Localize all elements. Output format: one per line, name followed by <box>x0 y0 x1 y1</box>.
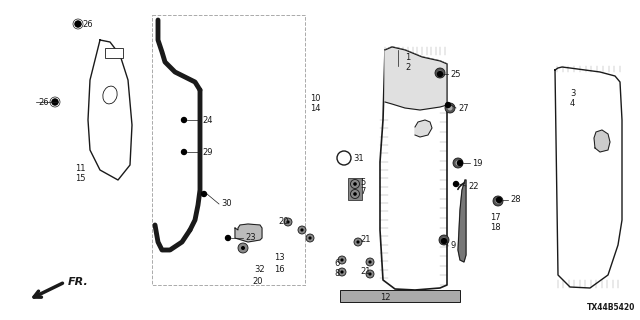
Text: 9: 9 <box>450 242 455 251</box>
Text: 8: 8 <box>334 268 339 277</box>
Text: 15: 15 <box>75 173 86 182</box>
Circle shape <box>308 236 312 240</box>
Circle shape <box>442 238 447 244</box>
Polygon shape <box>88 40 132 180</box>
Text: 30: 30 <box>221 199 232 209</box>
Circle shape <box>337 151 351 165</box>
Circle shape <box>435 68 445 78</box>
Bar <box>340 290 460 302</box>
Circle shape <box>369 260 372 264</box>
Text: 19: 19 <box>472 158 483 167</box>
Circle shape <box>340 259 344 262</box>
Text: 22: 22 <box>468 181 479 190</box>
Circle shape <box>225 236 230 241</box>
Polygon shape <box>235 224 262 242</box>
Text: 2: 2 <box>405 62 410 71</box>
Text: 27: 27 <box>458 103 468 113</box>
Text: 14: 14 <box>310 103 321 113</box>
Circle shape <box>340 270 344 274</box>
Circle shape <box>356 240 360 244</box>
Polygon shape <box>594 130 610 152</box>
Text: 23: 23 <box>245 234 255 243</box>
Circle shape <box>445 102 451 108</box>
Circle shape <box>456 161 461 165</box>
Circle shape <box>182 149 186 155</box>
Circle shape <box>438 71 442 76</box>
Text: 16: 16 <box>274 266 285 275</box>
Polygon shape <box>380 47 447 290</box>
Circle shape <box>300 228 303 232</box>
Text: TX44B5420: TX44B5420 <box>587 303 635 312</box>
Circle shape <box>241 246 245 250</box>
Bar <box>348 178 362 200</box>
Text: 20: 20 <box>252 277 262 286</box>
Text: 12: 12 <box>380 292 390 301</box>
Circle shape <box>338 256 346 264</box>
Circle shape <box>458 161 463 165</box>
Circle shape <box>438 70 442 76</box>
Circle shape <box>445 103 455 113</box>
Circle shape <box>353 192 357 196</box>
Text: 3: 3 <box>570 89 575 98</box>
Text: 1: 1 <box>405 52 410 61</box>
Circle shape <box>442 237 447 243</box>
Circle shape <box>493 196 503 206</box>
Circle shape <box>369 272 372 276</box>
Polygon shape <box>555 67 622 288</box>
Polygon shape <box>385 47 447 110</box>
Circle shape <box>351 180 360 188</box>
Polygon shape <box>415 120 432 137</box>
Circle shape <box>497 197 502 203</box>
Circle shape <box>76 21 81 27</box>
Text: 11: 11 <box>75 164 86 172</box>
Circle shape <box>338 268 346 276</box>
FancyBboxPatch shape <box>105 48 123 58</box>
Text: 17: 17 <box>490 213 500 222</box>
Circle shape <box>439 235 449 245</box>
Circle shape <box>353 182 357 186</box>
Circle shape <box>354 238 362 246</box>
Text: 13: 13 <box>274 253 285 262</box>
Circle shape <box>284 218 292 226</box>
Circle shape <box>202 191 207 196</box>
Circle shape <box>298 226 306 234</box>
Text: 21: 21 <box>360 236 371 244</box>
Text: FR.: FR. <box>68 277 89 287</box>
Text: 5: 5 <box>360 178 365 187</box>
Circle shape <box>52 100 58 105</box>
Text: 24: 24 <box>202 116 212 124</box>
Text: 32: 32 <box>254 266 264 275</box>
Polygon shape <box>458 180 466 262</box>
Text: 7: 7 <box>360 188 365 196</box>
Circle shape <box>447 106 452 110</box>
Circle shape <box>75 21 81 27</box>
Text: 31: 31 <box>353 154 364 163</box>
Circle shape <box>52 99 58 105</box>
Text: 21: 21 <box>360 268 371 276</box>
Text: 28: 28 <box>510 196 520 204</box>
Circle shape <box>287 220 290 224</box>
Circle shape <box>366 258 374 266</box>
Text: 6: 6 <box>334 259 339 268</box>
Text: 4: 4 <box>570 99 575 108</box>
Text: 26: 26 <box>82 20 93 28</box>
Text: 25: 25 <box>450 69 461 78</box>
Circle shape <box>238 243 248 253</box>
Circle shape <box>454 181 458 187</box>
Circle shape <box>366 270 374 278</box>
Text: 10: 10 <box>310 93 321 102</box>
Text: 29: 29 <box>202 148 212 156</box>
Circle shape <box>306 234 314 242</box>
Circle shape <box>182 117 186 123</box>
Text: 26: 26 <box>38 98 49 107</box>
Circle shape <box>351 189 360 198</box>
Circle shape <box>495 198 500 204</box>
Text: 20: 20 <box>278 218 289 227</box>
Circle shape <box>453 158 463 168</box>
Text: 18: 18 <box>490 223 500 233</box>
